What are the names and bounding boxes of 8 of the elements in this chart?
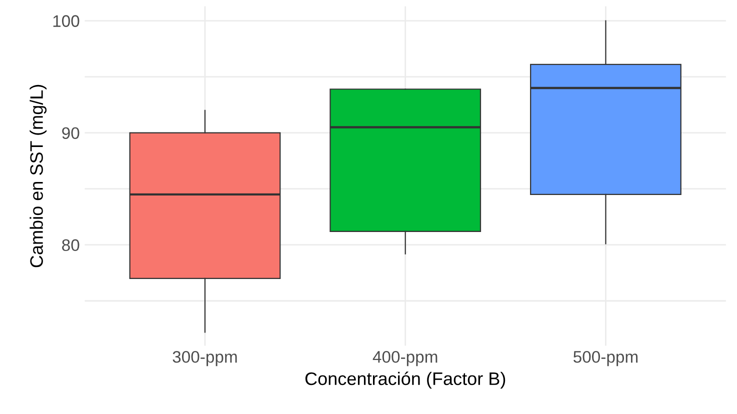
y-tick-label: 90 [62, 127, 80, 140]
x-tick-label: 500-ppm [574, 350, 638, 366]
y-tick-label: 100 [53, 15, 80, 27]
x-tick-label: 400-ppm [372, 350, 438, 366]
y-tick-label: 80 [62, 239, 80, 252]
x-tick-label: 300-ppm [172, 350, 237, 366]
y-axis-title: Cambio en SST (mg/L) [30, 84, 47, 268]
x-axis-title: Concentración (Factor B) [305, 372, 506, 389]
